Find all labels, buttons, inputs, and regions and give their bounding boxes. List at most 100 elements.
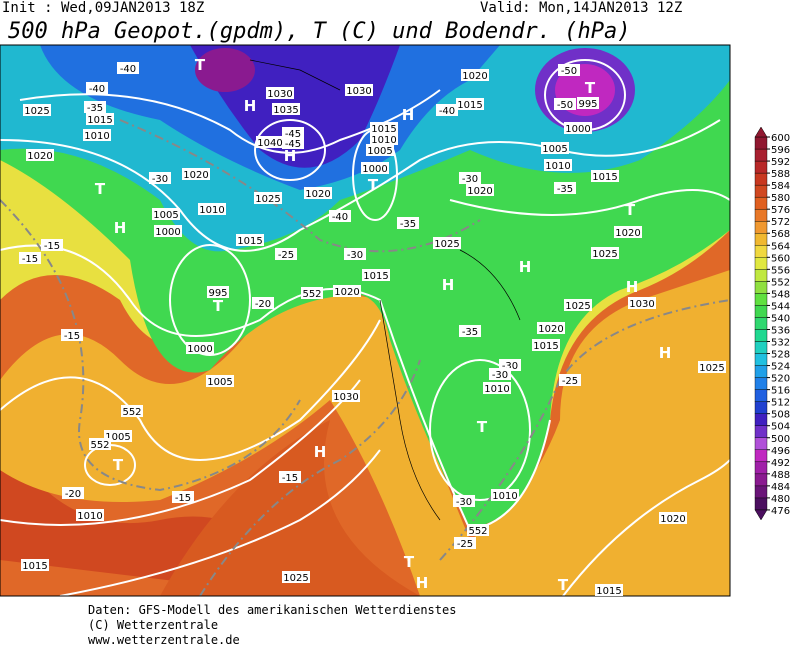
colorbar-label: 560 xyxy=(771,253,790,264)
label-box xyxy=(628,297,656,309)
colorbar-band xyxy=(754,461,768,475)
contour-label: 1030 xyxy=(333,392,358,403)
colorbar-band xyxy=(754,329,768,342)
map-title: 500 hPa Geopot.(gpdm), T (C) und Bodendr… xyxy=(8,19,631,44)
contour-label: -25 xyxy=(562,376,578,387)
contour-label: 1020 xyxy=(183,170,208,181)
contour-label: -50 xyxy=(561,66,577,77)
label-box xyxy=(537,322,565,334)
colorbar-label: 488 xyxy=(771,470,790,481)
pressure-center: T xyxy=(113,456,124,474)
colorbar-label: 532 xyxy=(771,338,790,349)
contour-label: 1010 xyxy=(484,384,509,395)
colorbar-band xyxy=(754,160,768,174)
pressure-center: T xyxy=(625,201,636,219)
label-box xyxy=(256,136,284,148)
label-box xyxy=(577,97,599,109)
pressure-center: H xyxy=(284,147,297,165)
label-box xyxy=(459,325,481,337)
pressure-center: T xyxy=(558,576,569,594)
label-box xyxy=(532,339,560,351)
label-box xyxy=(21,559,49,571)
contour-label: 1025 xyxy=(592,249,617,260)
label-box xyxy=(366,144,394,156)
colorbar-band xyxy=(754,184,768,198)
contour-label: -30 xyxy=(456,497,472,508)
contour-label: 1015 xyxy=(457,100,482,111)
colorbar-band xyxy=(754,245,768,258)
map-frame xyxy=(0,44,731,597)
contour-label: 1000 xyxy=(362,164,387,175)
colorbar-band xyxy=(754,365,768,378)
colorbar-label: 496 xyxy=(771,446,790,457)
colorbar-band xyxy=(754,353,768,366)
contour-label: -40 xyxy=(332,212,348,223)
label-box xyxy=(252,297,274,309)
colorbar-band xyxy=(754,172,768,186)
contour-label: 1025 xyxy=(434,239,459,250)
label-box xyxy=(466,184,494,196)
pressure-center: T xyxy=(404,553,415,571)
colorbar-label: 588 xyxy=(771,169,790,180)
colorbar-band xyxy=(754,208,768,222)
contour-label: 1000 xyxy=(155,227,180,238)
contour-label: -40 xyxy=(439,106,455,117)
colorbar-label: 480 xyxy=(771,494,790,505)
contour-label: 1005 xyxy=(367,146,392,157)
contour-label: -25 xyxy=(278,250,294,261)
valid-time: Valid: Mon,14JAN2013 12Z xyxy=(480,0,682,16)
contour-label: 1005 xyxy=(542,144,567,155)
contour-label: 1005 xyxy=(105,432,130,443)
label-box xyxy=(41,239,63,251)
label-box xyxy=(62,487,84,499)
contour-label: 1005 xyxy=(207,377,232,388)
label-box xyxy=(89,438,111,450)
colorbar-label: 524 xyxy=(771,362,790,373)
label-box xyxy=(544,159,572,171)
label-box xyxy=(541,142,569,154)
contour-label: -15 xyxy=(44,241,60,252)
label-box xyxy=(370,122,398,134)
label-box xyxy=(698,361,726,373)
label-box xyxy=(329,210,351,222)
colorbar-label: 544 xyxy=(771,301,790,312)
contour-label: -15 xyxy=(22,254,38,265)
contour-label: -35 xyxy=(400,219,416,230)
contour-label: 1010 xyxy=(545,161,570,172)
contour-label: 552 xyxy=(122,407,141,418)
colorbar-band xyxy=(754,473,768,487)
pressure-center: T xyxy=(95,180,106,198)
contour-label: -45 xyxy=(285,129,301,140)
contour-label: 1025 xyxy=(24,106,49,117)
contour-label: -15 xyxy=(175,493,191,504)
colorbar-label: 484 xyxy=(771,482,790,493)
pressure-center: T xyxy=(195,56,206,74)
label-box xyxy=(84,101,106,113)
contour-label: 1010 xyxy=(77,511,102,522)
label-box xyxy=(198,203,226,215)
label-box xyxy=(282,571,310,583)
label-box xyxy=(332,390,360,402)
colorbar-band xyxy=(754,341,768,354)
colorbar-label: 512 xyxy=(771,398,790,409)
contour-label: 1015 xyxy=(87,115,112,126)
contour-label: 1030 xyxy=(346,86,371,97)
pressure-center: T xyxy=(368,176,379,194)
colorbar-label: 564 xyxy=(771,241,790,252)
label-box xyxy=(345,84,373,96)
contour-label: 1020 xyxy=(462,71,487,82)
label-box xyxy=(362,269,390,281)
pressure-center: H xyxy=(244,97,257,115)
colorbar-band xyxy=(754,425,768,438)
pressure-center: H xyxy=(659,344,672,362)
colorbar-label: 600 xyxy=(771,133,790,144)
colorbar-band xyxy=(754,196,768,210)
label-box xyxy=(266,87,294,99)
pressure-center: T xyxy=(585,79,596,97)
contour-label: -25 xyxy=(457,539,473,550)
contour-label: 1015 xyxy=(596,586,621,597)
map-area xyxy=(0,45,730,596)
label-box xyxy=(272,103,300,115)
colorbar-label: 592 xyxy=(771,157,790,168)
label-box xyxy=(344,248,366,260)
